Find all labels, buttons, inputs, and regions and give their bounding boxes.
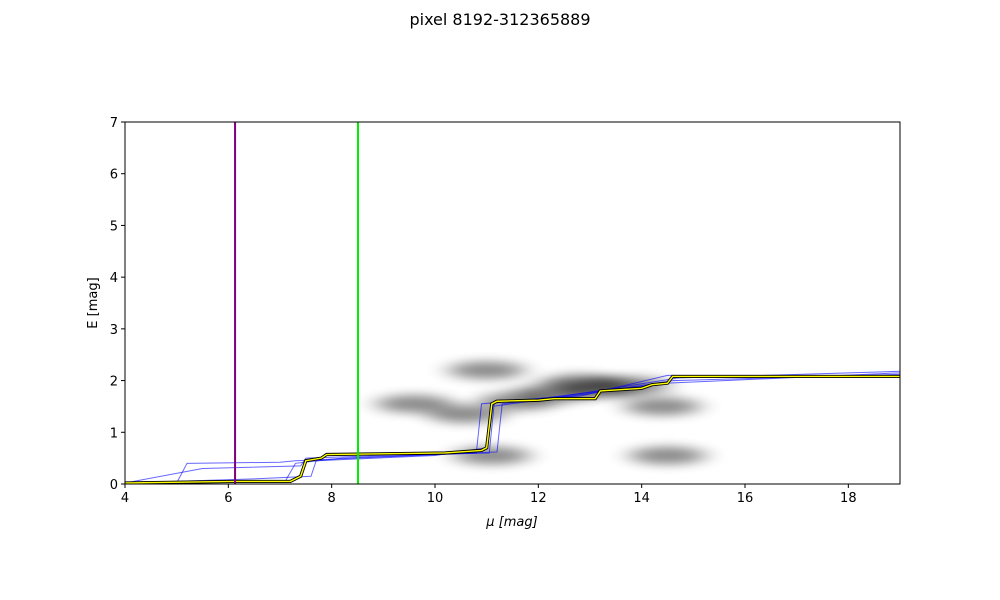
density-blob [448, 361, 525, 380]
x-tick-label: 4 [121, 491, 129, 506]
density-blob [629, 446, 706, 465]
density-blob [376, 394, 453, 413]
density-blob [453, 446, 530, 465]
sample-line [125, 370, 900, 484]
y-tick-label: 0 [110, 478, 118, 493]
density-blob [428, 405, 504, 424]
x-tick-label: 10 [427, 491, 444, 506]
sample-line [125, 373, 900, 484]
x-tick-label: 18 [840, 491, 857, 506]
x-tick-label: 16 [737, 491, 754, 506]
axes-frame [124, 121, 901, 485]
plot-area [125, 122, 900, 484]
y-tick-label: 3 [110, 323, 118, 338]
x-tick-label: 8 [328, 491, 336, 506]
density-blob [541, 374, 618, 393]
x-axis-label: μ [mag] [485, 515, 537, 530]
y-tick-label: 6 [110, 168, 118, 183]
best-fit-line [125, 375, 900, 484]
y-axis-label: E [mag] [86, 277, 101, 328]
y-tick-label: 1 [110, 426, 118, 441]
x-tick-label: 6 [224, 491, 232, 506]
sample-line [125, 374, 900, 484]
y-tick-label: 4 [110, 271, 118, 286]
y-tick-label: 7 [110, 116, 118, 131]
x-tick-label: 12 [530, 491, 547, 506]
sample-line [125, 372, 900, 484]
density-blob [624, 397, 701, 416]
chart-title: pixel 8192-312365889 [409, 10, 590, 29]
x-tick-label: 14 [633, 491, 650, 506]
y-tick-label: 5 [110, 219, 118, 234]
y-tick-label: 2 [110, 375, 118, 390]
